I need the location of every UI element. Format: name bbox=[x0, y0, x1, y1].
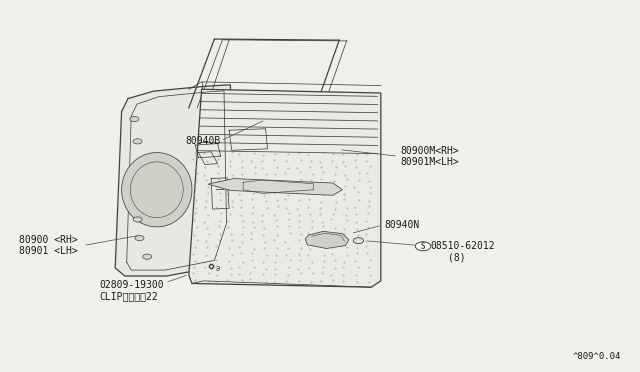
Polygon shape bbox=[305, 231, 349, 248]
Circle shape bbox=[130, 116, 139, 122]
Text: 80901M<LH>: 80901M<LH> bbox=[400, 157, 459, 167]
Polygon shape bbox=[208, 179, 342, 195]
Circle shape bbox=[133, 217, 142, 222]
Circle shape bbox=[133, 139, 142, 144]
Text: 80940B: 80940B bbox=[186, 137, 221, 146]
Text: S: S bbox=[420, 242, 426, 251]
Text: 08510-62012: 08510-62012 bbox=[430, 241, 495, 251]
Text: CLIPクリップ22: CLIPクリップ22 bbox=[99, 291, 158, 301]
Text: 80901 <LH>: 80901 <LH> bbox=[19, 246, 78, 256]
Text: 80940N: 80940N bbox=[384, 220, 419, 230]
Polygon shape bbox=[122, 153, 192, 227]
Polygon shape bbox=[115, 85, 234, 276]
Text: 80900 <RH>: 80900 <RH> bbox=[19, 235, 78, 245]
Text: (8): (8) bbox=[448, 253, 466, 262]
Circle shape bbox=[415, 242, 431, 251]
Text: ^809^0.04: ^809^0.04 bbox=[572, 352, 621, 361]
Circle shape bbox=[135, 235, 144, 241]
Text: 80900M<RH>: 80900M<RH> bbox=[400, 146, 459, 155]
Polygon shape bbox=[189, 89, 381, 287]
Text: ∂: ∂ bbox=[216, 264, 220, 273]
Circle shape bbox=[353, 238, 364, 244]
Circle shape bbox=[143, 254, 152, 259]
Text: 02809-19300: 02809-19300 bbox=[99, 280, 164, 289]
